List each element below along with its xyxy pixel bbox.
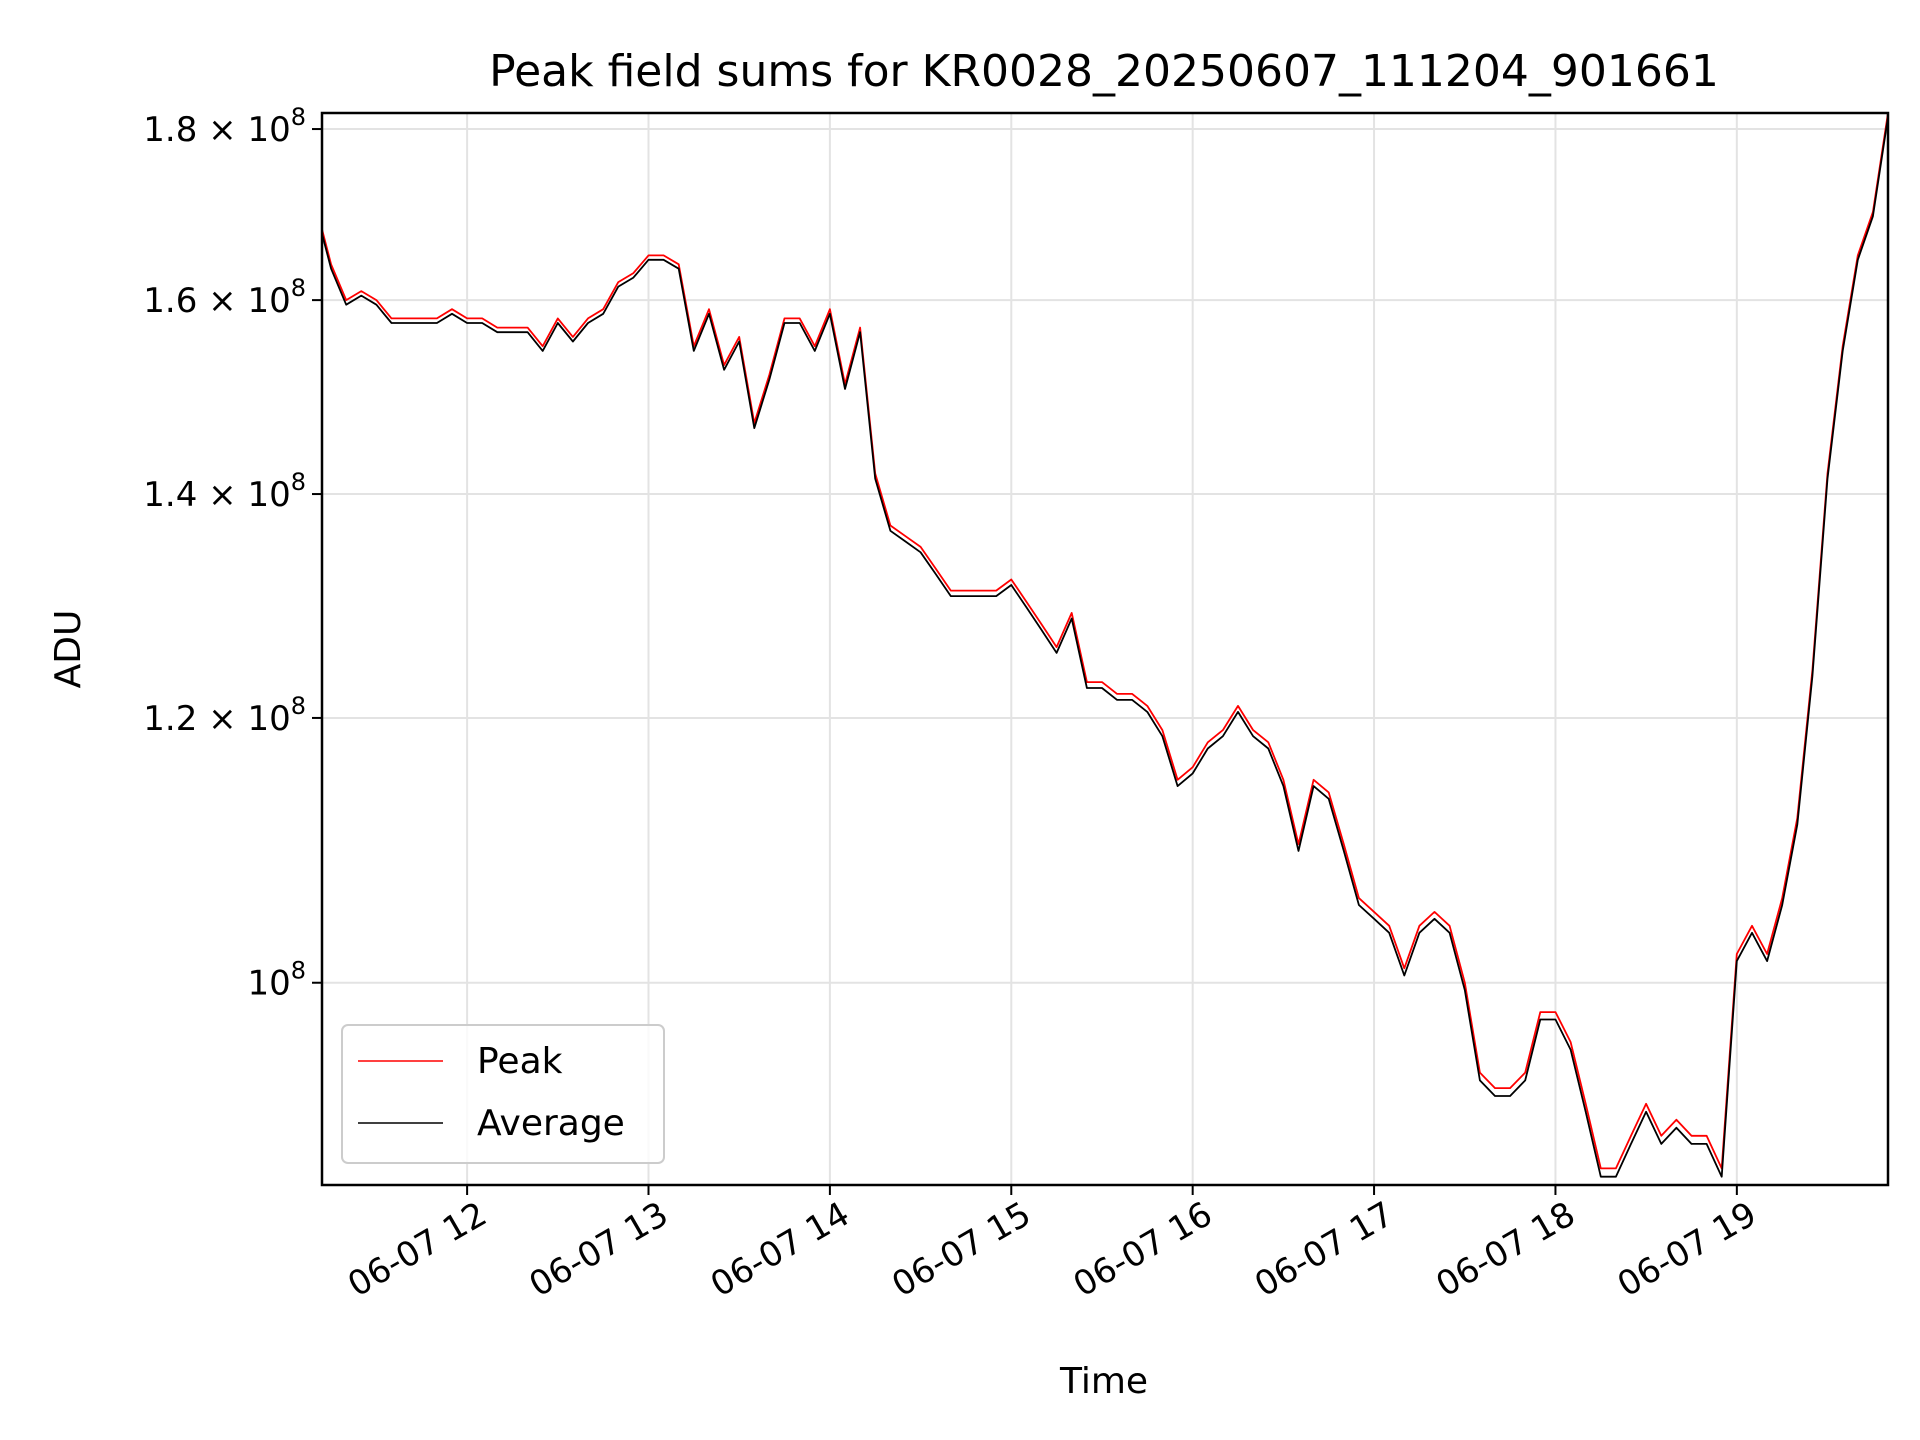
chart-title: Peak field sums for KR0028_20250607_1112… <box>489 46 1719 97</box>
grid <box>322 113 1888 1185</box>
legend-peak-label: Peak <box>477 1041 563 1082</box>
y-axis: 108 1.2 × 108 1.4 × 108 1.6 × 108 1.8 × 108 <box>143 103 322 1004</box>
y-tick-label: 1.8 × 108 <box>143 103 306 150</box>
series-line-peak <box>321 112 1889 1170</box>
y-tick-label: 1.2 × 108 <box>143 692 306 739</box>
legend: Peak Average <box>341 1024 665 1164</box>
y-axis-title: ADU <box>48 610 89 689</box>
plot-frame <box>320 111 1890 1187</box>
x-axis-title: Time <box>1059 1361 1148 1402</box>
y-tick-label: 1.6 × 108 <box>143 274 306 321</box>
y-tick-label: 1.4 × 108 <box>143 468 306 515</box>
series-layer <box>321 112 1889 1178</box>
legend-average-label: Average <box>477 1103 625 1144</box>
legend-box <box>341 1024 665 1164</box>
y-tick-label: 108 <box>247 957 306 1004</box>
series-line-average <box>321 116 1889 1178</box>
